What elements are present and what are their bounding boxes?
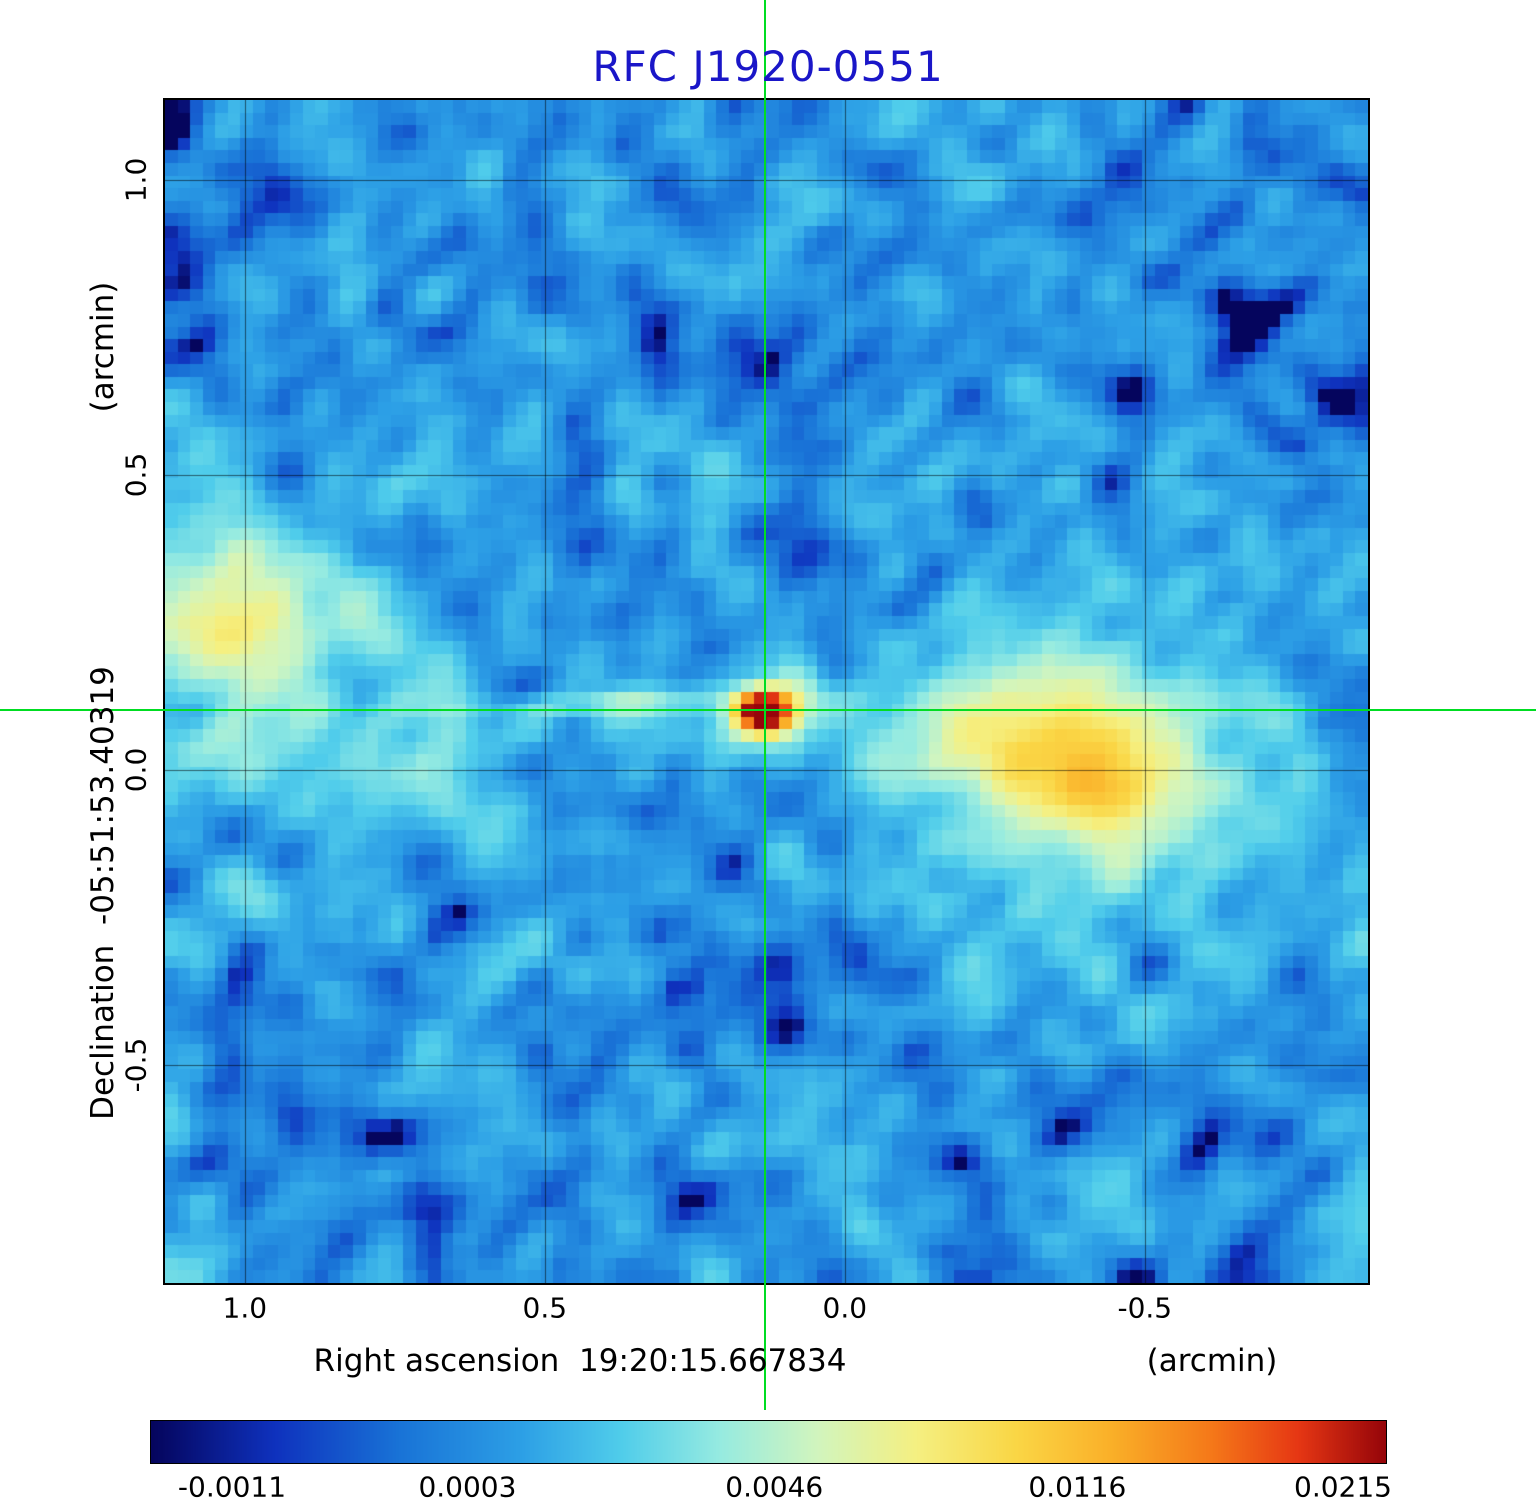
y-tick-label: 1.0 <box>119 157 153 203</box>
y-tick-label: 0.0 <box>119 748 153 793</box>
colorbar-tick-label: -0.0011 <box>177 1470 287 1504</box>
colorbar-tick-label: 0.0003 <box>418 1470 517 1504</box>
y-axis-label: Declination -05:51:53.40319 <box>85 666 121 1120</box>
crosshair-horizontal-line <box>0 709 1536 712</box>
y-tick-label: 0.5 <box>119 452 153 498</box>
colorbar-tick-label: 0.0116 <box>1028 1470 1127 1504</box>
y-axis-unit-label: (arcmin) <box>85 281 121 413</box>
colorbar-tick-label: 0.0215 <box>1294 1470 1392 1504</box>
x-tick-label: 0.5 <box>522 1291 568 1325</box>
x-tick-label: 1.0 <box>222 1291 268 1325</box>
x-tick-label: -0.5 <box>1117 1291 1173 1325</box>
sky-image-canvas <box>165 100 1368 1283</box>
colorbar-tick-label: 0.0046 <box>725 1470 824 1504</box>
crosshair-vertical-line <box>764 0 766 1410</box>
page-title: RFC J1920-0551 <box>592 42 944 91</box>
x-axis-unit-label: (arcmin) <box>1146 1343 1278 1379</box>
x-axis-label: Right ascension 19:20:15.667834 <box>313 1343 847 1379</box>
plot-frame <box>163 98 1370 1285</box>
y-tick-label: -0.5 <box>119 1037 153 1093</box>
colorbar <box>150 1420 1387 1464</box>
x-tick-label: 0.0 <box>822 1291 868 1325</box>
